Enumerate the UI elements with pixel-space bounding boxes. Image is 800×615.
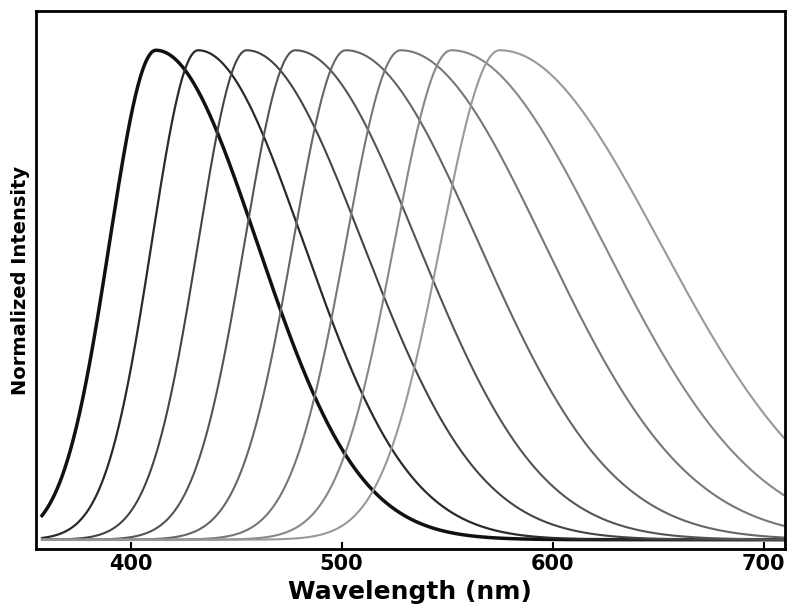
X-axis label: Wavelength (nm): Wavelength (nm) [288,580,532,604]
Y-axis label: Normalized Intensity: Normalized Intensity [11,165,30,395]
